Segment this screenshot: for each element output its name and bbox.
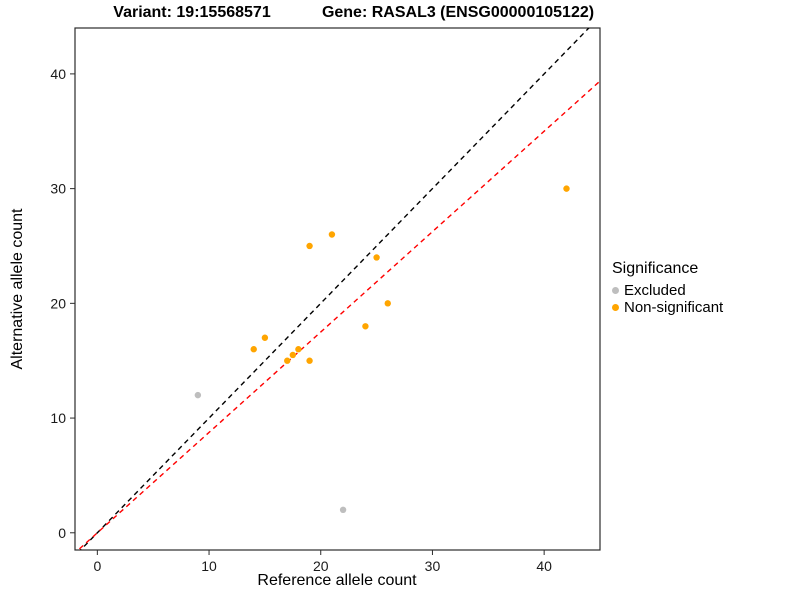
x-tick-label: 30 xyxy=(425,558,441,574)
point-non-significant xyxy=(289,351,297,359)
x-axis-label: Reference allele count xyxy=(257,572,417,589)
y-tick-label: 30 xyxy=(50,181,66,197)
gene-title: Gene: RASAL3 (ENSG00000105122) xyxy=(321,4,595,21)
point-non-significant xyxy=(250,346,257,353)
legend-dot xyxy=(612,287,619,294)
point-non-significant xyxy=(384,300,391,307)
point-non-significant xyxy=(362,323,369,330)
y-tick-label: 0 xyxy=(58,525,66,541)
y-tick-label: 40 xyxy=(50,66,66,82)
point-non-significant xyxy=(328,231,336,238)
legend-item-label: Non-significant xyxy=(624,299,724,316)
legend-title: Significance xyxy=(612,260,699,277)
identity-line xyxy=(79,28,590,550)
point-non-significant xyxy=(284,357,291,364)
legend-items: Excluded Non-significant xyxy=(612,282,723,316)
point-non-significant xyxy=(563,185,570,192)
variant-title: Variant: 19:15568571 xyxy=(113,4,271,21)
point-non-significant xyxy=(261,334,269,341)
plot-panel xyxy=(74,27,601,551)
y-tick-label: 10 xyxy=(50,410,66,426)
legend: Significance Excluded Non-significant xyxy=(612,260,723,316)
y-axis-label: Alternative allele count xyxy=(9,208,26,370)
point-non-significant xyxy=(373,254,380,261)
x-tick-label: 10 xyxy=(201,558,217,574)
point-excluded xyxy=(339,506,347,514)
point-non-significant xyxy=(306,242,313,250)
y-tick-label: 20 xyxy=(50,295,66,311)
legend-item-label: Excluded xyxy=(624,282,686,299)
legend-dot xyxy=(612,304,619,311)
point-non-significant xyxy=(295,346,302,353)
x-tick-label: 0 xyxy=(93,558,101,574)
point-excluded xyxy=(194,391,202,399)
x-tick-label: 40 xyxy=(536,558,552,574)
legend-item-non-significant: Non-significant xyxy=(612,299,723,316)
legend-item-excluded: Excluded xyxy=(612,282,723,299)
point-non-significant xyxy=(306,357,313,364)
x-tick-label: 20 xyxy=(313,558,329,574)
fit-line xyxy=(77,80,600,550)
